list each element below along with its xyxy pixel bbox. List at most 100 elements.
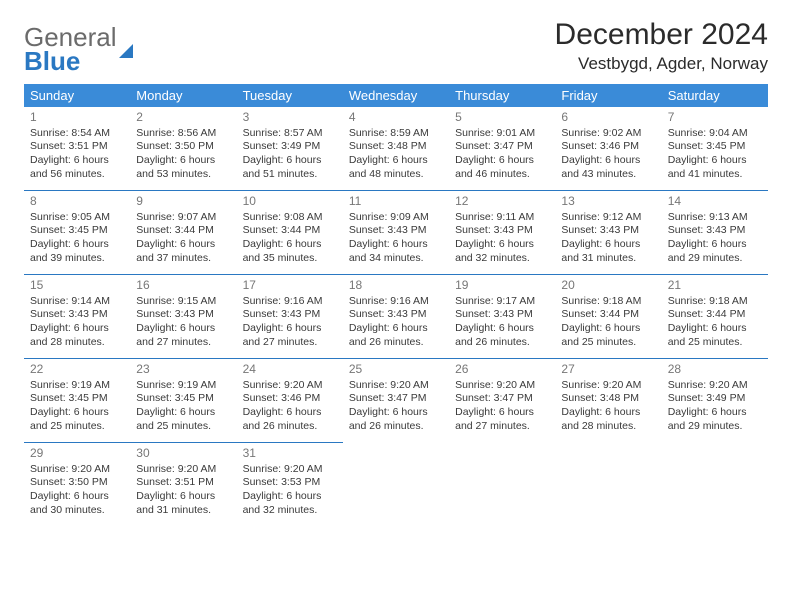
day-number: 10 (243, 194, 337, 210)
weekday-saturday: Saturday (662, 84, 768, 107)
sunset-text: Sunset: 3:47 PM (455, 140, 549, 154)
sunset-text: Sunset: 3:45 PM (668, 140, 762, 154)
daylight-text: Daylight: 6 hours (455, 154, 549, 168)
weekday-friday: Friday (555, 84, 661, 107)
calendar-day-cell: 26Sunrise: 9:20 AMSunset: 3:47 PMDayligh… (449, 359, 555, 443)
calendar-day-cell: 5Sunrise: 9:01 AMSunset: 3:47 PMDaylight… (449, 107, 555, 191)
daylight-text: and 53 minutes. (136, 168, 230, 182)
page-title: December 2024 (555, 18, 768, 52)
calendar-day-cell: 30Sunrise: 9:20 AMSunset: 3:51 PMDayligh… (130, 443, 236, 527)
calendar-day-cell: 20Sunrise: 9:18 AMSunset: 3:44 PMDayligh… (555, 275, 661, 359)
sunset-text: Sunset: 3:46 PM (561, 140, 655, 154)
sunrise-text: Sunrise: 9:16 AM (243, 295, 337, 309)
calendar-day-cell: 22Sunrise: 9:19 AMSunset: 3:45 PMDayligh… (24, 359, 130, 443)
calendar-day-cell: 27Sunrise: 9:20 AMSunset: 3:48 PMDayligh… (555, 359, 661, 443)
sunrise-text: Sunrise: 8:57 AM (243, 127, 337, 141)
calendar-day-cell: 15Sunrise: 9:14 AMSunset: 3:43 PMDayligh… (24, 275, 130, 359)
calendar-day-cell: 9Sunrise: 9:07 AMSunset: 3:44 PMDaylight… (130, 191, 236, 275)
day-number: 19 (455, 278, 549, 294)
sunrise-text: Sunrise: 9:20 AM (561, 379, 655, 393)
calendar-week-row: 29Sunrise: 9:20 AMSunset: 3:50 PMDayligh… (24, 443, 768, 527)
sunrise-text: Sunrise: 9:20 AM (136, 463, 230, 477)
daylight-text: and 48 minutes. (349, 168, 443, 182)
day-number: 24 (243, 362, 337, 378)
day-number: 3 (243, 110, 337, 126)
sunrise-text: Sunrise: 9:18 AM (561, 295, 655, 309)
day-number: 1 (30, 110, 124, 126)
daylight-text: and 37 minutes. (136, 252, 230, 266)
sunset-text: Sunset: 3:45 PM (30, 392, 124, 406)
day-number: 14 (668, 194, 762, 210)
sunset-text: Sunset: 3:43 PM (668, 224, 762, 238)
day-number: 9 (136, 194, 230, 210)
day-number: 7 (668, 110, 762, 126)
daylight-text: and 26 minutes. (349, 336, 443, 350)
sunset-text: Sunset: 3:44 PM (561, 308, 655, 322)
daylight-text: and 27 minutes. (136, 336, 230, 350)
sunrise-text: Sunrise: 9:18 AM (668, 295, 762, 309)
day-number: 12 (455, 194, 549, 210)
daylight-text: and 39 minutes. (30, 252, 124, 266)
day-number: 29 (30, 446, 124, 462)
calendar-day-cell: 24Sunrise: 9:20 AMSunset: 3:46 PMDayligh… (237, 359, 343, 443)
triangle-icon (119, 44, 133, 58)
daylight-text: and 27 minutes. (455, 420, 549, 434)
weekday-wednesday: Wednesday (343, 84, 449, 107)
daylight-text: and 25 minutes. (561, 336, 655, 350)
daylight-text: and 35 minutes. (243, 252, 337, 266)
day-number: 13 (561, 194, 655, 210)
calendar-day-cell: 10Sunrise: 9:08 AMSunset: 3:44 PMDayligh… (237, 191, 343, 275)
daylight-text: Daylight: 6 hours (243, 322, 337, 336)
daylight-text: Daylight: 6 hours (243, 238, 337, 252)
header: General Blue December 2024 Vestbygd, Agd… (24, 18, 768, 74)
sunset-text: Sunset: 3:43 PM (455, 224, 549, 238)
calendar-day-cell: 31Sunrise: 9:20 AMSunset: 3:53 PMDayligh… (237, 443, 343, 527)
day-number: 11 (349, 194, 443, 210)
day-number: 4 (349, 110, 443, 126)
calendar-day-cell: 25Sunrise: 9:20 AMSunset: 3:47 PMDayligh… (343, 359, 449, 443)
sunset-text: Sunset: 3:44 PM (668, 308, 762, 322)
calendar-day-cell (449, 443, 555, 527)
sunrise-text: Sunrise: 9:11 AM (455, 211, 549, 225)
sunset-text: Sunset: 3:47 PM (349, 392, 443, 406)
calendar-day-cell: 29Sunrise: 9:20 AMSunset: 3:50 PMDayligh… (24, 443, 130, 527)
weekday-header-row: Sunday Monday Tuesday Wednesday Thursday… (24, 84, 768, 107)
sunset-text: Sunset: 3:49 PM (243, 140, 337, 154)
calendar-day-cell: 7Sunrise: 9:04 AMSunset: 3:45 PMDaylight… (662, 107, 768, 191)
daylight-text: Daylight: 6 hours (668, 322, 762, 336)
daylight-text: Daylight: 6 hours (349, 406, 443, 420)
daylight-text: Daylight: 6 hours (136, 322, 230, 336)
sunrise-text: Sunrise: 9:15 AM (136, 295, 230, 309)
calendar-day-cell: 8Sunrise: 9:05 AMSunset: 3:45 PMDaylight… (24, 191, 130, 275)
day-number: 26 (455, 362, 549, 378)
sunset-text: Sunset: 3:50 PM (30, 476, 124, 490)
sunrise-text: Sunrise: 9:16 AM (349, 295, 443, 309)
daylight-text: and 27 minutes. (243, 336, 337, 350)
sunrise-text: Sunrise: 9:20 AM (243, 463, 337, 477)
calendar-day-cell: 17Sunrise: 9:16 AMSunset: 3:43 PMDayligh… (237, 275, 343, 359)
calendar-day-cell: 1Sunrise: 8:54 AMSunset: 3:51 PMDaylight… (24, 107, 130, 191)
daylight-text: Daylight: 6 hours (561, 238, 655, 252)
sunrise-text: Sunrise: 8:59 AM (349, 127, 443, 141)
day-number: 25 (349, 362, 443, 378)
daylight-text: Daylight: 6 hours (455, 238, 549, 252)
calendar-week-row: 1Sunrise: 8:54 AMSunset: 3:51 PMDaylight… (24, 107, 768, 191)
sunset-text: Sunset: 3:43 PM (136, 308, 230, 322)
sunrise-text: Sunrise: 8:56 AM (136, 127, 230, 141)
calendar-day-cell (662, 443, 768, 527)
daylight-text: Daylight: 6 hours (455, 322, 549, 336)
day-number: 17 (243, 278, 337, 294)
daylight-text: and 28 minutes. (30, 336, 124, 350)
sunrise-text: Sunrise: 9:08 AM (243, 211, 337, 225)
calendar-day-cell: 28Sunrise: 9:20 AMSunset: 3:49 PMDayligh… (662, 359, 768, 443)
day-number: 27 (561, 362, 655, 378)
calendar-day-cell: 18Sunrise: 9:16 AMSunset: 3:43 PMDayligh… (343, 275, 449, 359)
daylight-text: and 46 minutes. (455, 168, 549, 182)
day-number: 16 (136, 278, 230, 294)
sunset-text: Sunset: 3:47 PM (455, 392, 549, 406)
sunset-text: Sunset: 3:48 PM (349, 140, 443, 154)
sunset-text: Sunset: 3:43 PM (349, 224, 443, 238)
calendar-day-cell: 11Sunrise: 9:09 AMSunset: 3:43 PMDayligh… (343, 191, 449, 275)
sunrise-text: Sunrise: 9:05 AM (30, 211, 124, 225)
sunrise-text: Sunrise: 9:07 AM (136, 211, 230, 225)
